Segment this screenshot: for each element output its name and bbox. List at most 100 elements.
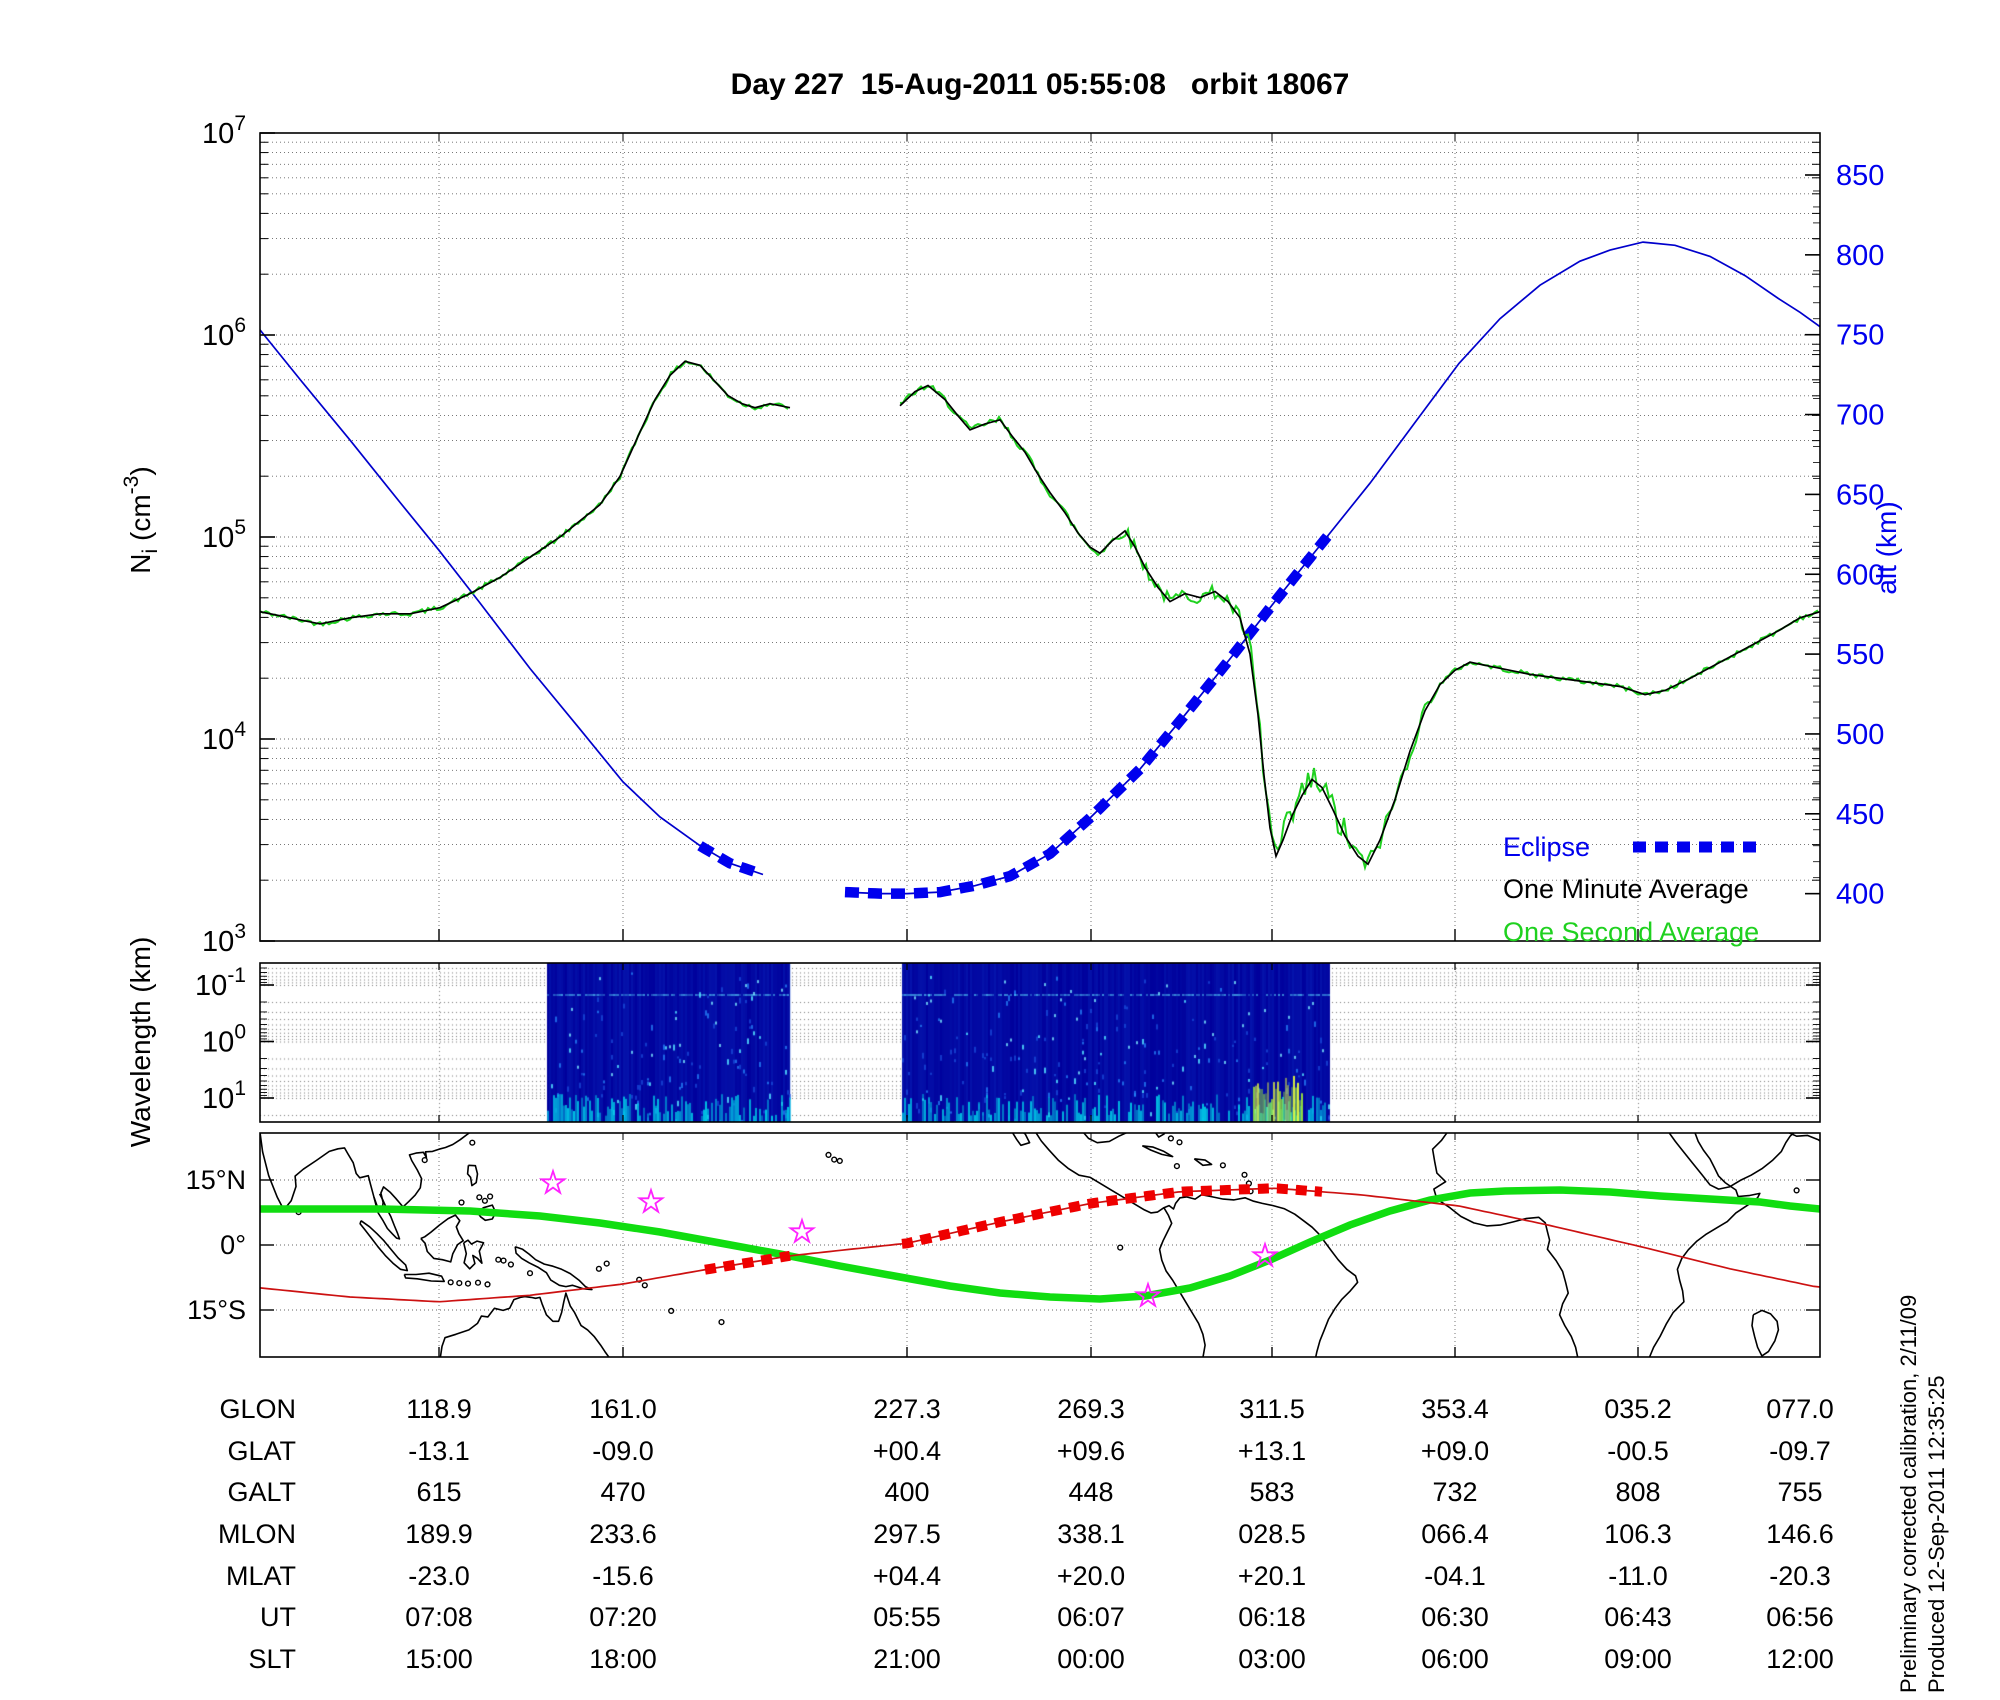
map-lat-label: 15°S [187,1295,246,1325]
table-cell: 06:00 [1421,1644,1489,1674]
svg-text:107: 107 [202,112,246,150]
magnetic-equator-line [260,1186,1820,1303]
island [487,1193,494,1200]
island [484,1281,491,1288]
station-star-marker [636,1187,666,1215]
table-cell: 808 [1615,1477,1660,1507]
table-cell: -20.3 [1769,1561,1831,1591]
coastline [1082,1133,1128,1144]
table-row-label: SLT [248,1644,296,1674]
table-cell: 227.3 [873,1394,941,1424]
island [1793,1187,1800,1194]
coastline [514,1245,593,1291]
table-cell: 189.9 [405,1519,473,1549]
coastline [403,1272,445,1283]
table-cell: 035.2 [1604,1394,1672,1424]
island [464,1280,472,1287]
island [474,1279,482,1286]
coastline [1158,1207,1206,1357]
island [1219,1162,1227,1169]
table-cell: +20.1 [1238,1561,1306,1591]
svg-text:750: 750 [1836,320,1884,352]
table-cell: -04.1 [1424,1561,1486,1591]
table-cell: -00.5 [1607,1436,1669,1466]
island [1117,1244,1124,1251]
table-cell: 06:07 [1057,1602,1125,1632]
coastline [1787,1133,1820,1142]
table-cell: 118.9 [406,1394,472,1424]
table-cell: 106.3 [1604,1519,1672,1549]
table-row-label: GLON [219,1394,296,1424]
island [447,1279,454,1286]
island [603,1260,610,1267]
table-cell: -13.1 [408,1436,470,1466]
map-lat-label: 15°N [186,1165,246,1195]
table-cell: 06:30 [1421,1602,1489,1632]
svg-text:600: 600 [1836,559,1884,591]
legend-one-minute-label: One Minute Average [1503,874,1749,904]
coastline [1193,1158,1213,1167]
table-cell: 00:00 [1057,1644,1125,1674]
svg-text:700: 700 [1836,400,1884,432]
table-cell: 269.3 [1057,1394,1125,1424]
table-cell: 18:00 [589,1644,657,1674]
svg-text:650: 650 [1836,479,1884,511]
svg-text:104: 104 [202,718,246,756]
coastline [1035,1133,1359,1357]
coastline [439,1292,610,1357]
table-cell: +20.0 [1057,1561,1125,1591]
table-cell: 732 [1432,1477,1477,1507]
table-cell: 028.5 [1238,1519,1306,1549]
table-cell: 12:00 [1766,1644,1834,1674]
table-cell: 338.1 [1057,1519,1125,1549]
island [1167,1135,1175,1142]
svg-text:450: 450 [1836,799,1884,831]
footnote-line-2: Produced 12-Sep-2011 12:35:25 [1924,1375,1949,1693]
island [481,1197,489,1204]
ground-track-map: 15°N 0° 15°S [186,1132,1821,1358]
eclipse-dashed-segment [697,841,762,879]
svg-text:800: 800 [1836,240,1884,272]
island [458,1199,465,1206]
svg-text:106: 106 [202,314,246,352]
island [636,1276,643,1283]
top-density-altitude-panel: 107 106 105 104 103 850 800 750 700 650 600 550 500 4… [120,112,1884,958]
table-cell: 07:08 [405,1602,473,1632]
map-lat-label: 0° [220,1230,246,1260]
coastline [1751,1309,1780,1357]
table-cell: 161.0 [589,1394,657,1424]
table-cell: -15.6 [592,1561,654,1591]
table-row-label: MLON [218,1519,296,1549]
table-cell: 146.6 [1766,1519,1834,1549]
coastline [1141,1145,1174,1158]
island [718,1318,725,1326]
table-cell: 353.4 [1421,1394,1489,1424]
svg-text:10-1: 10-1 [195,964,246,1002]
table-cell: 03:00 [1238,1644,1306,1674]
wavelength-axis-label: Wavelength (km) [125,937,156,1148]
svg-text:400: 400 [1836,879,1884,911]
table-cell: 470 [600,1477,645,1507]
table-cell: 09:00 [1604,1644,1672,1674]
station-star-marker [1250,1241,1280,1269]
island [421,1156,428,1164]
ephemeris-table: GLON 118.9 161.0 227.3 269.3 311.5 353.4 035.2 0… [218,1394,1834,1674]
coastline [1011,1133,1031,1147]
island [456,1279,463,1287]
spectrogram-axes: 10-1 100 101 [195,962,1821,1123]
table-cell: 21:00 [873,1644,941,1674]
table-row-label: MLAT [226,1561,296,1591]
svg-text:101: 101 [202,1077,246,1115]
table-cell: -09.7 [1769,1436,1831,1466]
table-cell: 311.5 [1239,1394,1305,1424]
table-cell: 755 [1777,1477,1822,1507]
station-star-marker [1133,1281,1163,1309]
island [831,1156,838,1163]
table-cell: 06:56 [1766,1602,1834,1632]
coastline [466,1164,479,1187]
island [825,1151,832,1159]
station-star-marker [538,1168,568,1196]
alt-axis-label: alt (km) [1871,501,1902,594]
